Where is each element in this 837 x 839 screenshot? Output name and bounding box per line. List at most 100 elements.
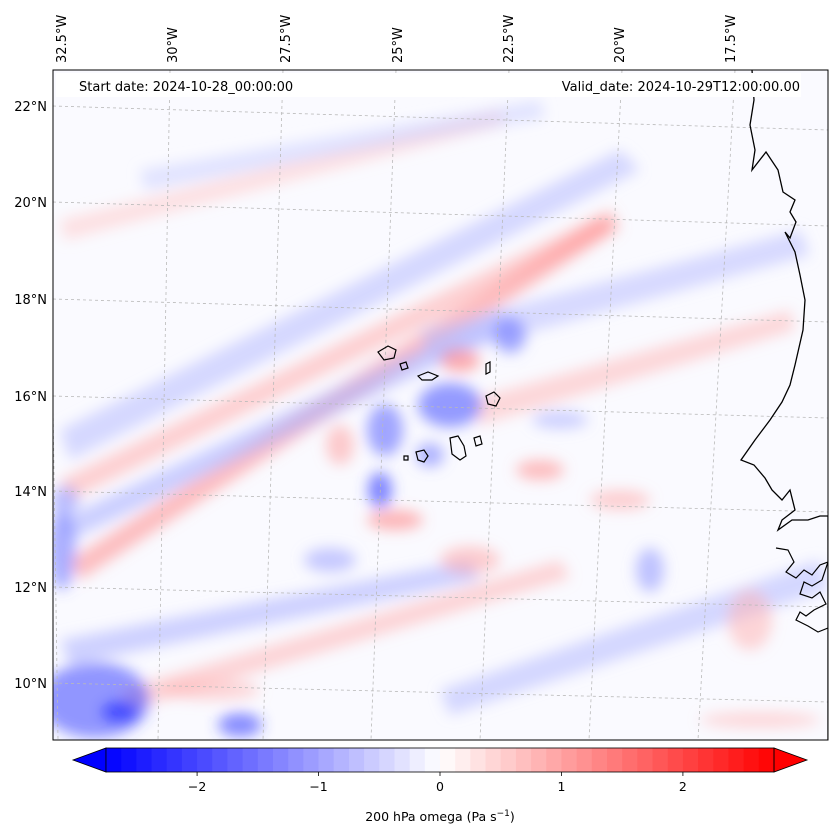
colorbar-step — [409, 748, 426, 772]
colorbar-step — [561, 748, 578, 772]
colorbar-tick-label: −1 — [309, 779, 327, 794]
lon-gridline — [53, 378, 59, 740]
lon-gridline — [697, 70, 736, 740]
omega-blob-blue-sw — [53, 662, 150, 738]
lat-label: 16°N — [14, 390, 47, 405]
omega-band-blue-top — [140, 100, 545, 190]
colorbar-step — [136, 748, 153, 772]
omega-blob-red — [728, 590, 772, 650]
omega-blob-red — [326, 425, 354, 465]
colorbar-step — [273, 748, 289, 772]
omega-blob-blue — [418, 383, 482, 427]
lat-label: 22°N — [14, 100, 47, 115]
omega-blob-red — [440, 546, 500, 574]
island-maio — [473, 435, 483, 447]
latitude-labels: 22°N 20°N 18°N 16°N 14°N 12°N 10°N — [14, 100, 47, 692]
colorbar-step — [394, 748, 411, 772]
omega-blob-red — [160, 680, 260, 700]
colorbar-step — [652, 748, 669, 772]
omega-blob-blue-west — [53, 486, 79, 514]
colorbar-step — [455, 748, 471, 772]
graticule — [53, 70, 828, 740]
colorbar-step — [637, 748, 654, 772]
colorbar-step — [257, 748, 274, 772]
omega-blob-red — [590, 490, 650, 510]
colorbar-tick-label: 2 — [679, 779, 687, 794]
colorbar-step — [440, 748, 456, 772]
colorbar-step — [622, 748, 638, 772]
omega-blob-blue — [416, 443, 444, 467]
omega-blob-blue — [532, 411, 588, 429]
lat-label: 18°N — [14, 293, 47, 308]
coastline-africa — [739, 70, 828, 740]
colorbar-step — [470, 748, 487, 772]
colorbar-extend-min — [71, 747, 107, 773]
valid-date-label: Valid_date: 2024-10-29T12:00:00.00 — [562, 80, 800, 95]
colorbar-step — [242, 748, 259, 772]
colorbar-step — [303, 748, 320, 772]
lon-gridline — [588, 70, 623, 740]
lon-gridline — [370, 70, 397, 740]
omega-blob-red — [367, 510, 423, 530]
colorbar-step — [288, 748, 304, 772]
lon-label: 20°W — [613, 27, 628, 63]
lon-gridline — [479, 70, 510, 740]
omega-blob-blue — [304, 548, 356, 572]
colorbar-step — [743, 748, 760, 772]
colorbar-label-main: 200 hPa omega (Pa s — [365, 809, 496, 824]
colorbar-step — [682, 748, 699, 772]
colorbar-step — [318, 748, 335, 772]
colorbar-label-close: ) — [510, 809, 515, 824]
island-sao-vicente — [399, 361, 409, 371]
island-sal — [485, 361, 491, 375]
colorbar-step — [758, 748, 775, 772]
island-brava — [403, 455, 409, 461]
colorbar-step — [227, 748, 244, 772]
omega-field — [53, 100, 828, 738]
colorbar-step — [121, 748, 137, 772]
colorbar-step — [166, 748, 183, 772]
colorbar-step — [713, 748, 730, 772]
lat-label: 20°N — [14, 196, 47, 211]
cape-verde-islands — [377, 345, 501, 463]
lat-label: 14°N — [14, 485, 47, 500]
omega-band-blue-south — [60, 560, 480, 665]
omega-blob-blue — [636, 548, 664, 592]
lat-label: 12°N — [14, 581, 47, 596]
colorbar-label: 200 hPa omega (Pa s−1) — [365, 809, 515, 824]
longitude-labels: 32.5°W 30°W 27.5°W 25°W 22.5°W 20°W 17.5… — [55, 15, 739, 63]
colorbar-step — [607, 748, 623, 772]
header-strip — [56, 73, 801, 97]
start-date-label: Start date: 2024-10-28_00:00:00 — [79, 80, 293, 95]
colorbar-extend-max — [773, 747, 809, 773]
colorbar-steps — [106, 748, 775, 772]
colorbar-step — [485, 748, 502, 772]
lon-label: 27.5°W — [279, 15, 294, 63]
coastline-guinea-bissau — [775, 547, 828, 633]
colorbar-step — [576, 748, 593, 772]
omega-blob-blue-sw — [218, 713, 262, 737]
colorbar-step — [106, 748, 122, 772]
island-santo-antao — [377, 345, 397, 361]
omega-band-blue-north — [60, 150, 640, 460]
lon-label: 25°W — [391, 27, 406, 63]
colorbar-tick-label: 0 — [436, 779, 444, 794]
colorbar: −2 −1 0 1 2 200 hPa omega (Pa s−1) — [71, 747, 809, 824]
colorbar-step — [728, 748, 745, 772]
lon-label: 30°W — [166, 27, 181, 63]
lon-label: 32.5°W — [55, 15, 70, 63]
omega-band-blue-se — [440, 560, 828, 715]
colorbar-step — [591, 748, 608, 772]
omega-blob-blue — [367, 404, 403, 456]
lon-label: 22.5°W — [502, 15, 517, 63]
colorbar-step — [531, 748, 547, 772]
omega-band-blue-mid — [60, 310, 512, 540]
island-sao-nicolau — [416, 371, 440, 381]
colorbar-step — [424, 748, 441, 772]
colorbar-step — [515, 748, 532, 772]
colorbar-step — [364, 748, 380, 772]
colorbar-tick-label: 1 — [557, 779, 565, 794]
map-panel — [53, 70, 828, 740]
lon-label: 17.5°W — [724, 15, 739, 63]
